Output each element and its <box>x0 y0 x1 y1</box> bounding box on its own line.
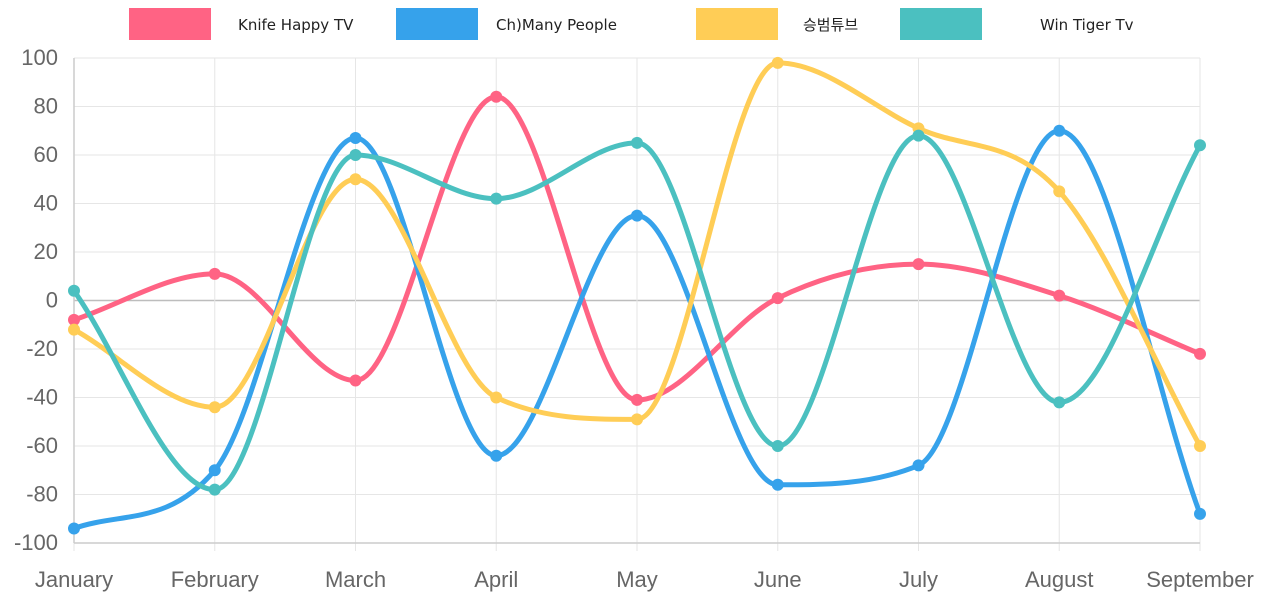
legend-swatch[interactable] <box>900 8 982 40</box>
data-point[interactable] <box>208 267 221 280</box>
x-tick-label: May <box>616 567 658 592</box>
data-point[interactable] <box>771 478 784 491</box>
y-tick-label: -100 <box>14 530 58 555</box>
data-point[interactable] <box>1053 185 1066 198</box>
series-group <box>68 56 1206 535</box>
series-line <box>71 94 1203 403</box>
x-tick-label: September <box>1146 567 1254 592</box>
data-point[interactable] <box>208 464 221 477</box>
data-point[interactable] <box>68 313 80 326</box>
y-tick-label: 0 <box>46 288 58 313</box>
data-point[interactable] <box>490 192 503 205</box>
legend-label[interactable]: Win Tiger Tv <box>1040 16 1134 34</box>
data-point[interactable] <box>912 459 925 472</box>
data-point[interactable] <box>490 90 503 103</box>
data-point[interactable] <box>631 136 643 149</box>
data-point[interactable] <box>1194 507 1206 520</box>
y-tick-label: 80 <box>34 94 58 119</box>
data-point[interactable] <box>631 413 643 426</box>
data-point[interactable] <box>490 449 503 462</box>
x-tick-label: February <box>171 567 259 592</box>
y-tick-label: -20 <box>26 336 58 361</box>
data-point[interactable] <box>771 56 784 69</box>
y-tick-label: -80 <box>26 482 58 507</box>
data-point[interactable] <box>912 258 925 271</box>
y-tick-label: -40 <box>26 385 58 410</box>
data-point[interactable] <box>349 149 362 161</box>
data-point[interactable] <box>68 323 80 336</box>
legend-label[interactable]: 승범튜브 <box>803 16 858 34</box>
data-point[interactable] <box>349 173 362 186</box>
grid <box>73 57 1201 551</box>
data-point[interactable] <box>1053 124 1066 137</box>
data-point[interactable] <box>1053 289 1066 302</box>
data-point[interactable] <box>1194 139 1206 152</box>
data-point[interactable] <box>68 522 80 535</box>
y-tick-label: -60 <box>26 433 58 458</box>
data-point[interactable] <box>771 440 784 452</box>
x-tick-label: January <box>35 567 113 592</box>
axes: 100 80 60 40 20 0 -20 -40 -60 -80 -100 January Febru… <box>14 45 1254 592</box>
data-point[interactable] <box>1194 440 1206 452</box>
data-point[interactable] <box>631 209 643 222</box>
data-point[interactable] <box>349 374 362 387</box>
x-tick-label: March <box>325 567 386 592</box>
data-point[interactable] <box>490 391 503 404</box>
y-tick-label: 60 <box>34 142 58 167</box>
data-point[interactable] <box>1194 347 1206 360</box>
data-point[interactable] <box>912 129 925 142</box>
x-tick-label: August <box>1025 567 1094 592</box>
legend-swatch[interactable] <box>129 8 211 40</box>
data-point[interactable] <box>1053 396 1066 409</box>
x-tick-label: June <box>754 567 802 592</box>
legend-swatch[interactable] <box>696 8 778 40</box>
x-tick-label: July <box>899 567 938 592</box>
data-point[interactable] <box>349 132 362 145</box>
data-point[interactable] <box>208 401 221 414</box>
data-point[interactable] <box>68 284 80 297</box>
y-tick-label: 100 <box>21 45 58 70</box>
legend-label[interactable]: Ch)Many People <box>496 16 617 34</box>
legend: Knife Happy TV Ch)Many People 승범튜브 Win Tige… <box>129 8 1134 40</box>
legend-swatch[interactable] <box>396 8 478 40</box>
data-point[interactable] <box>771 292 784 305</box>
data-point[interactable] <box>208 483 221 496</box>
data-point[interactable] <box>631 393 643 406</box>
y-tick-label: 40 <box>34 191 58 216</box>
legend-label[interactable]: Knife Happy TV <box>238 16 354 34</box>
series-line <box>71 133 1203 493</box>
x-tick-label: April <box>474 567 518 592</box>
y-tick-label: 20 <box>34 239 58 264</box>
